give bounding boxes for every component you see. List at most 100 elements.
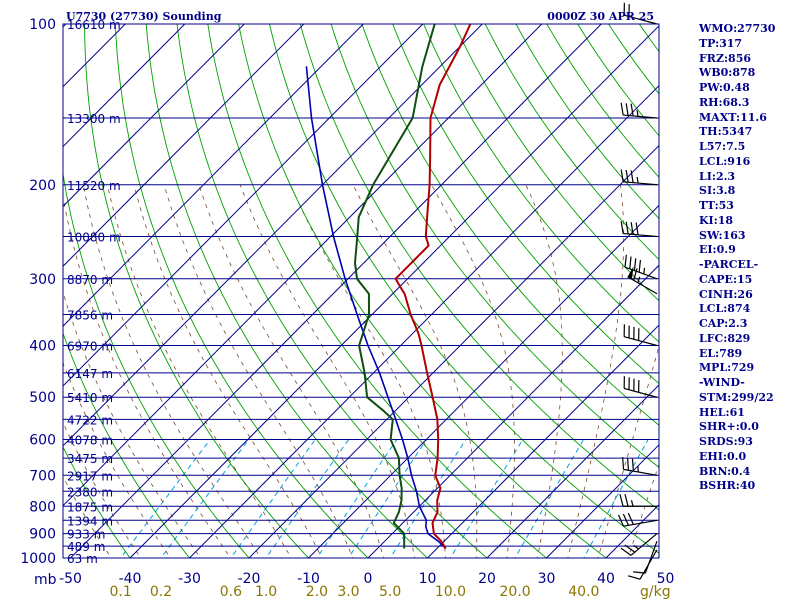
mixing-ratio-tick-label: 0.2 xyxy=(150,584,172,600)
dewpoint-trace xyxy=(353,24,436,549)
wind-barb xyxy=(622,456,658,476)
mixing-ratio-tick-label: 2.0 xyxy=(306,584,328,600)
isotherm-line xyxy=(129,25,659,558)
chart-time: 0000Z 30 APR 25 xyxy=(547,10,654,23)
mixing-ratio-tick-label: 10.0 xyxy=(435,584,466,600)
moist-adiabats xyxy=(63,184,659,558)
stability-index-item: SW:163 xyxy=(699,228,746,242)
height-level-label: 4722 m xyxy=(67,413,113,427)
stability-index-item: MAXT:11.6 xyxy=(699,110,767,124)
pressure-tick-label: 400 xyxy=(29,339,56,355)
mixing-ratio-tick-label: 3.0 xyxy=(337,584,359,600)
temperature-tick-label: 0 xyxy=(364,571,373,587)
stability-index-item: EL:789 xyxy=(699,346,743,360)
height-level-label: 4078 m xyxy=(67,434,113,448)
moist-adiabat-line xyxy=(107,184,292,558)
isotherm-line xyxy=(248,144,659,558)
isotherm-line xyxy=(63,24,543,507)
wind-barb xyxy=(623,2,658,25)
temperature-trace xyxy=(394,24,472,550)
pressure-tick-label: 700 xyxy=(29,468,56,484)
wind-barb xyxy=(624,254,658,280)
mixing-ratio-unit-label: g/kg xyxy=(640,584,671,600)
isotherm-line xyxy=(69,24,603,558)
isotherm-line xyxy=(63,24,484,447)
pressure-tick-label: 900 xyxy=(29,527,56,543)
mixing-ratio-line xyxy=(230,439,316,558)
stability-index-item: BRN:0.4 xyxy=(699,464,751,478)
pressure-tick-label: 800 xyxy=(29,499,56,515)
wind-barb xyxy=(620,221,658,238)
isotherm-line xyxy=(426,324,659,558)
dry-adiabat-line xyxy=(269,24,659,554)
temperature-tick-label: 30 xyxy=(538,571,556,587)
stability-index-item: CINH:26 xyxy=(699,287,753,301)
mixing-ratio-line xyxy=(316,439,398,558)
wind-barb xyxy=(633,540,658,574)
stability-index-item: CAPE:15 xyxy=(699,272,753,286)
height-level-label: 6147 m xyxy=(67,367,113,381)
parcel-trace xyxy=(305,66,447,550)
mixing-ratio-tick-label: 1.0 xyxy=(255,584,277,600)
profile-lines xyxy=(305,24,472,550)
dry-adiabat-line xyxy=(84,24,310,558)
dry-adiabat-line xyxy=(330,24,659,469)
dry-adiabat-line xyxy=(484,24,659,261)
height-level-label: 1394 m xyxy=(67,514,113,528)
mixing-ratio-line xyxy=(347,439,428,558)
wind-barb xyxy=(620,102,658,119)
temperature-tick-label: -30 xyxy=(178,571,201,587)
stability-index-item: SRDS:93 xyxy=(699,435,753,448)
wind-barb xyxy=(620,533,658,556)
stability-index-item: EI:0.9 xyxy=(699,243,736,257)
mixing-ratio-tick-label: 0.6 xyxy=(220,584,242,600)
plot-area xyxy=(63,24,659,558)
temperature-tick-label: -50 xyxy=(59,571,82,587)
stability-index-item: LI:2.3 xyxy=(699,169,736,183)
dry-adiabat-line xyxy=(392,24,659,385)
stability-index-item: -WIND- xyxy=(699,376,745,389)
isotherm-line xyxy=(188,84,659,558)
height-level-label: 5410 m xyxy=(67,391,113,405)
stability-index-item: WMO:27730 xyxy=(699,22,776,35)
height-level-label: 489 m xyxy=(67,540,105,554)
stability-index-item: MPL:729 xyxy=(699,361,755,375)
dry-adiabat-line xyxy=(63,331,191,558)
stability-index-item: HEL:61 xyxy=(699,405,745,419)
height-level-label: 2380 m xyxy=(67,485,113,499)
moist-adiabat-line xyxy=(352,184,478,558)
height-level-label: 3475 m xyxy=(67,452,113,466)
stability-index-item: LCL:874 xyxy=(699,302,751,316)
pressure-unit-label: mb xyxy=(34,572,57,588)
height-level-label: 10080 m xyxy=(67,230,121,244)
height-level-label: 1875 m xyxy=(67,500,113,514)
height-level-label: 7856 m xyxy=(67,309,113,323)
mixing-ratio-tick-label: 0.1 xyxy=(109,584,131,600)
isotherm-line xyxy=(545,444,659,558)
mixing-ratio-tick-label: 5.0 xyxy=(379,584,401,600)
isobar-lines xyxy=(63,24,659,558)
wind-barb xyxy=(623,324,658,347)
temperature-tick-label: 50 xyxy=(657,571,675,587)
moist-adiabat-line xyxy=(82,184,262,558)
isotherm-lines xyxy=(63,24,659,558)
height-level-label: 6970 m xyxy=(67,340,113,354)
mixing-ratio-line xyxy=(449,439,524,558)
temperature-tick-label: -20 xyxy=(238,571,261,587)
dry-adiabat-line xyxy=(176,24,488,558)
dry-adiabat-line xyxy=(63,171,250,558)
dry-adiabat-line xyxy=(299,24,659,511)
mixing-ratio-line xyxy=(160,439,250,558)
stability-index-item: CAP:2.3 xyxy=(699,317,748,330)
isotherm-line xyxy=(486,384,659,558)
mixing-ratio-line xyxy=(514,439,585,558)
temperature-tick-label: 10 xyxy=(419,571,437,587)
stability-index-item: SI:3.8 xyxy=(699,184,736,198)
stability-index-item: WB0:878 xyxy=(699,66,756,80)
height-level-label: 13300 m xyxy=(67,112,121,126)
stability-index-item: FRZ:856 xyxy=(699,51,752,65)
dry-adiabat-line xyxy=(453,24,659,302)
